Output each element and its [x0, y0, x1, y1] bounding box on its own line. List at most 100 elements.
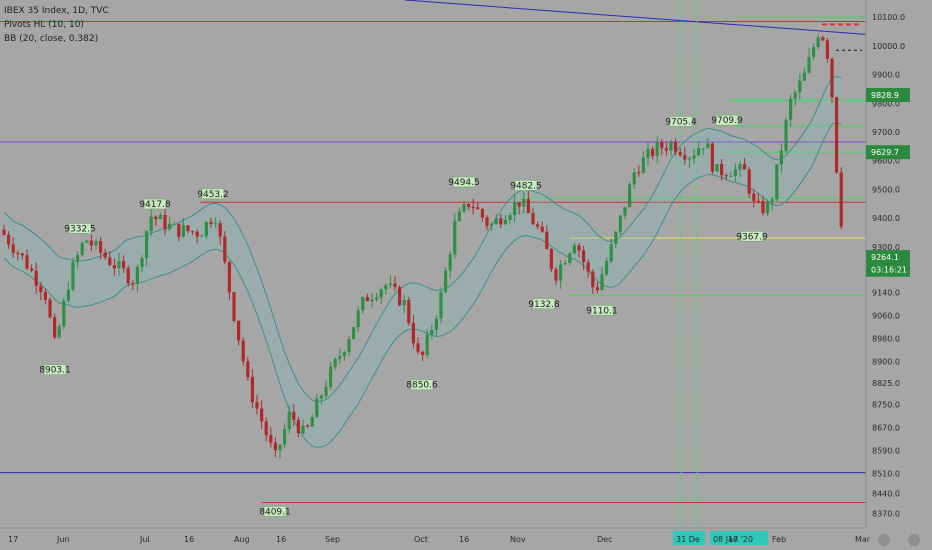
time-tick: 16	[184, 535, 194, 544]
candle-body	[177, 223, 181, 237]
price-tick: 8750.0	[872, 401, 900, 410]
pivot-label-box	[715, 114, 739, 126]
candle-body	[16, 252, 20, 254]
candle-body	[393, 283, 397, 288]
candle-body	[646, 148, 650, 158]
candle-body	[577, 245, 581, 251]
candle-body	[531, 213, 535, 225]
candle-body	[108, 257, 112, 266]
time-tick: Nov	[510, 535, 526, 544]
candle-body	[526, 199, 530, 214]
candle-body	[775, 164, 779, 200]
candle-body	[57, 326, 61, 338]
candle-body	[609, 244, 613, 262]
candle-body	[375, 297, 379, 300]
candle-body	[563, 262, 567, 265]
candle-body	[85, 240, 89, 243]
candle-body	[416, 343, 420, 352]
candle-body	[250, 377, 254, 403]
candle-body	[738, 164, 742, 170]
candle-body	[453, 220, 457, 255]
price-axis[interactable]: 10100.0 10000.0 9900.0 9800.0 9700.0 9600.0 95…	[872, 13, 905, 518]
price-tick: 8440.0	[872, 490, 900, 499]
time-tick: Mar	[855, 535, 871, 544]
candle-body	[545, 231, 549, 250]
candle-body	[444, 270, 448, 293]
candle-body	[53, 317, 57, 338]
time-tick: 31 De	[676, 535, 700, 544]
scroll-right-icon[interactable]	[908, 534, 920, 546]
pivot-label: 9494.5	[448, 178, 480, 188]
candle-body	[476, 207, 480, 210]
candle-body	[480, 209, 484, 218]
pivot-label: 9110.1	[586, 306, 618, 316]
price-tick: 9400.0	[872, 214, 900, 223]
candle-body	[34, 270, 38, 286]
candle-body	[255, 402, 259, 409]
candle-body	[227, 261, 231, 293]
candle-body	[591, 271, 595, 288]
candle-body	[807, 57, 811, 73]
candle-body	[669, 142, 673, 151]
candle-body	[324, 386, 328, 396]
price-tags: 9828.9 9629.7 9264.1 03:16:21	[866, 88, 910, 277]
pivot-label-box	[452, 176, 476, 188]
candle-body	[802, 72, 806, 81]
scroll-left-icon[interactable]	[878, 534, 890, 546]
legend-bb[interactable]: BB (20, close, 0.382)	[4, 34, 99, 44]
plot-area	[0, 0, 866, 528]
candle-body	[246, 361, 250, 378]
price-tag-box	[866, 262, 910, 277]
candle-body	[651, 148, 655, 156]
candle-body	[30, 268, 34, 271]
pivot-label-box	[201, 188, 225, 200]
pivot-label-box	[532, 298, 556, 310]
candle-body	[733, 169, 737, 176]
candle-body	[342, 352, 346, 357]
candle-body	[76, 254, 80, 262]
legend-pivots[interactable]: Pivots HL (10, 10)	[4, 20, 84, 30]
price-tick: 8510.0	[872, 469, 900, 478]
candle-body	[195, 231, 199, 237]
candle-body	[536, 224, 540, 227]
candle-body	[181, 225, 185, 237]
time-tick: Dec	[597, 535, 612, 544]
candle-body	[816, 37, 820, 48]
candle-body	[241, 340, 245, 362]
price-tag-box	[866, 88, 910, 103]
candle-body	[89, 240, 93, 246]
candle-body	[407, 299, 411, 323]
time-axis[interactable]: 17 Jun Jul 16 Aug 16 Sep Oct 16 Nov Dec 31 De 08 Jan…	[8, 531, 871, 545]
candle-body	[384, 285, 388, 290]
candle-body	[582, 250, 586, 263]
candle-body	[333, 358, 337, 367]
trendline	[404, 0, 867, 35]
candle-body	[145, 231, 149, 259]
pivot-label-box	[514, 180, 538, 191]
candle-body	[352, 327, 356, 340]
candle-body	[678, 152, 682, 156]
candle-body	[306, 425, 310, 427]
candle-body	[540, 226, 544, 232]
candle-body	[200, 235, 204, 237]
price-tag-box	[866, 145, 910, 160]
candle-body	[835, 97, 839, 173]
candle-body	[99, 241, 103, 253]
candle-body	[126, 268, 130, 284]
candle-body	[223, 236, 227, 262]
candle-body	[766, 202, 770, 214]
candle-body	[623, 207, 627, 216]
candle-body	[632, 172, 636, 185]
time-tick: 16	[276, 535, 286, 544]
candle-body	[559, 264, 563, 281]
price-tick: 10000.0	[872, 42, 905, 51]
candle-body	[770, 199, 774, 203]
candle-body	[425, 334, 429, 355]
candle-body	[490, 224, 494, 226]
candle-body	[209, 221, 213, 224]
candle-body	[191, 231, 195, 233]
price-tick: 9500.0	[872, 185, 900, 194]
candle-body	[701, 148, 705, 150]
band-lower	[3, 121, 842, 448]
